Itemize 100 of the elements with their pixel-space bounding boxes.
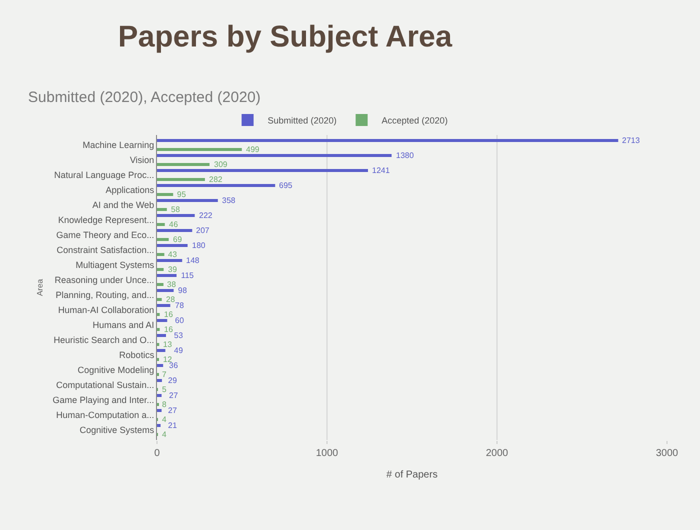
legend-label: Submitted (2020) bbox=[268, 116, 337, 126]
bar bbox=[157, 223, 165, 226]
bar bbox=[157, 274, 177, 277]
data-label: 499 bbox=[246, 145, 260, 154]
data-label: 282 bbox=[209, 175, 223, 184]
y-tick-label: Cognitive Modeling bbox=[78, 365, 154, 376]
y-tick-label: Constraint Satisfaction... bbox=[56, 245, 154, 256]
bar bbox=[157, 184, 276, 187]
bar bbox=[157, 409, 162, 412]
bar bbox=[157, 139, 618, 142]
bar bbox=[157, 379, 162, 382]
bar bbox=[157, 349, 166, 352]
legend-label: Accepted (2020) bbox=[382, 116, 448, 126]
y-tick-label: Computational Sustain... bbox=[56, 380, 154, 390]
chart-subtitle: Submitted (2020), Accepted (2020) bbox=[28, 89, 261, 106]
data-label: 27 bbox=[169, 391, 178, 400]
bar bbox=[157, 319, 168, 322]
bar bbox=[157, 208, 167, 211]
bar bbox=[157, 364, 164, 367]
y-tick-label: Human-Computation a... bbox=[56, 410, 154, 420]
bar bbox=[157, 199, 218, 202]
x-axis-title: # of Papers bbox=[386, 470, 438, 480]
data-label: 1380 bbox=[396, 151, 414, 160]
x-tick-label: 2000 bbox=[486, 448, 509, 459]
bar bbox=[157, 214, 195, 217]
y-tick-label: Multiagent Systems bbox=[76, 260, 155, 270]
bar bbox=[157, 334, 166, 337]
y-tick-label: Machine Learning bbox=[82, 140, 154, 150]
data-label: 58 bbox=[171, 205, 180, 214]
y-tick-label: AI and the Web bbox=[92, 200, 154, 210]
bar bbox=[157, 313, 160, 316]
y-axis-title: Area bbox=[35, 278, 44, 296]
y-tick-label: Heuristic Search and O... bbox=[54, 335, 154, 346]
x-tick-label: 3000 bbox=[656, 448, 679, 459]
y-tick-label: Game Playing and Inter... bbox=[52, 395, 154, 406]
x-tick-label: 1000 bbox=[316, 448, 339, 459]
data-label: 21 bbox=[168, 421, 178, 430]
data-label: 222 bbox=[199, 211, 213, 220]
data-label: 29 bbox=[168, 376, 178, 385]
bar bbox=[157, 424, 161, 427]
y-tick-label: Robotics bbox=[119, 350, 155, 360]
y-tick-label: Natural Language Proc... bbox=[54, 170, 154, 180]
data-label: 2713 bbox=[622, 136, 640, 145]
data-label: 695 bbox=[279, 181, 293, 190]
bar bbox=[157, 238, 169, 241]
bar bbox=[157, 244, 188, 247]
bar bbox=[157, 328, 160, 331]
data-label: 309 bbox=[214, 160, 228, 169]
data-label: 207 bbox=[196, 226, 210, 235]
y-tick-label: Humans and AI bbox=[92, 320, 154, 330]
data-label: 53 bbox=[174, 331, 184, 340]
data-label: 95 bbox=[177, 190, 186, 199]
bar bbox=[157, 193, 174, 196]
y-tick-label: Human-AI Collaboration bbox=[58, 305, 154, 316]
bar bbox=[157, 178, 205, 181]
data-label: 148 bbox=[186, 256, 200, 265]
y-tick-label: Game Theory and Eco... bbox=[56, 230, 154, 240]
y-tick-label: Knowledge Represent... bbox=[58, 215, 154, 226]
bar bbox=[157, 394, 162, 397]
data-label: 358 bbox=[222, 196, 236, 205]
bar bbox=[157, 283, 164, 286]
bar bbox=[157, 154, 392, 157]
data-label: 12 bbox=[163, 355, 172, 364]
data-label: 4 bbox=[162, 430, 167, 439]
data-label: 36 bbox=[169, 361, 178, 370]
data-label: 5 bbox=[162, 385, 167, 394]
data-label: 98 bbox=[178, 286, 188, 295]
bar bbox=[157, 259, 182, 262]
data-label: 49 bbox=[174, 346, 184, 355]
bar bbox=[157, 304, 170, 307]
data-label: 27 bbox=[168, 406, 178, 415]
y-tick-label: Cognitive Systems bbox=[80, 425, 155, 436]
data-label: 43 bbox=[168, 250, 178, 259]
y-tick-label: Reasoning under Unce... bbox=[54, 275, 154, 286]
data-label: 78 bbox=[175, 301, 184, 310]
data-label: 69 bbox=[173, 235, 182, 244]
data-label: 180 bbox=[192, 241, 206, 250]
bar bbox=[157, 169, 368, 172]
bar bbox=[157, 289, 174, 292]
data-label: 46 bbox=[169, 220, 178, 229]
data-label: 28 bbox=[166, 295, 176, 304]
data-label: 7 bbox=[162, 370, 167, 379]
bar bbox=[157, 148, 242, 151]
y-tick-label: Applications bbox=[106, 185, 155, 196]
data-label: 38 bbox=[167, 280, 176, 289]
data-label: 8 bbox=[162, 400, 167, 409]
data-label: 60 bbox=[175, 316, 184, 325]
data-label: 1241 bbox=[372, 166, 390, 175]
bar bbox=[157, 253, 164, 256]
bar bbox=[157, 163, 210, 166]
y-tick-label: Vision bbox=[130, 155, 154, 166]
data-label: 39 bbox=[168, 265, 178, 274]
data-label: 16 bbox=[164, 325, 174, 334]
data-label: 16 bbox=[164, 310, 174, 319]
bar bbox=[157, 298, 162, 301]
x-tick-label: 0 bbox=[154, 448, 160, 459]
data-label: 4 bbox=[162, 415, 167, 424]
y-tick-label: Planning, Routing, and... bbox=[56, 290, 154, 300]
bar bbox=[157, 229, 192, 232]
chart-title: Papers by Subject Area bbox=[118, 20, 452, 54]
